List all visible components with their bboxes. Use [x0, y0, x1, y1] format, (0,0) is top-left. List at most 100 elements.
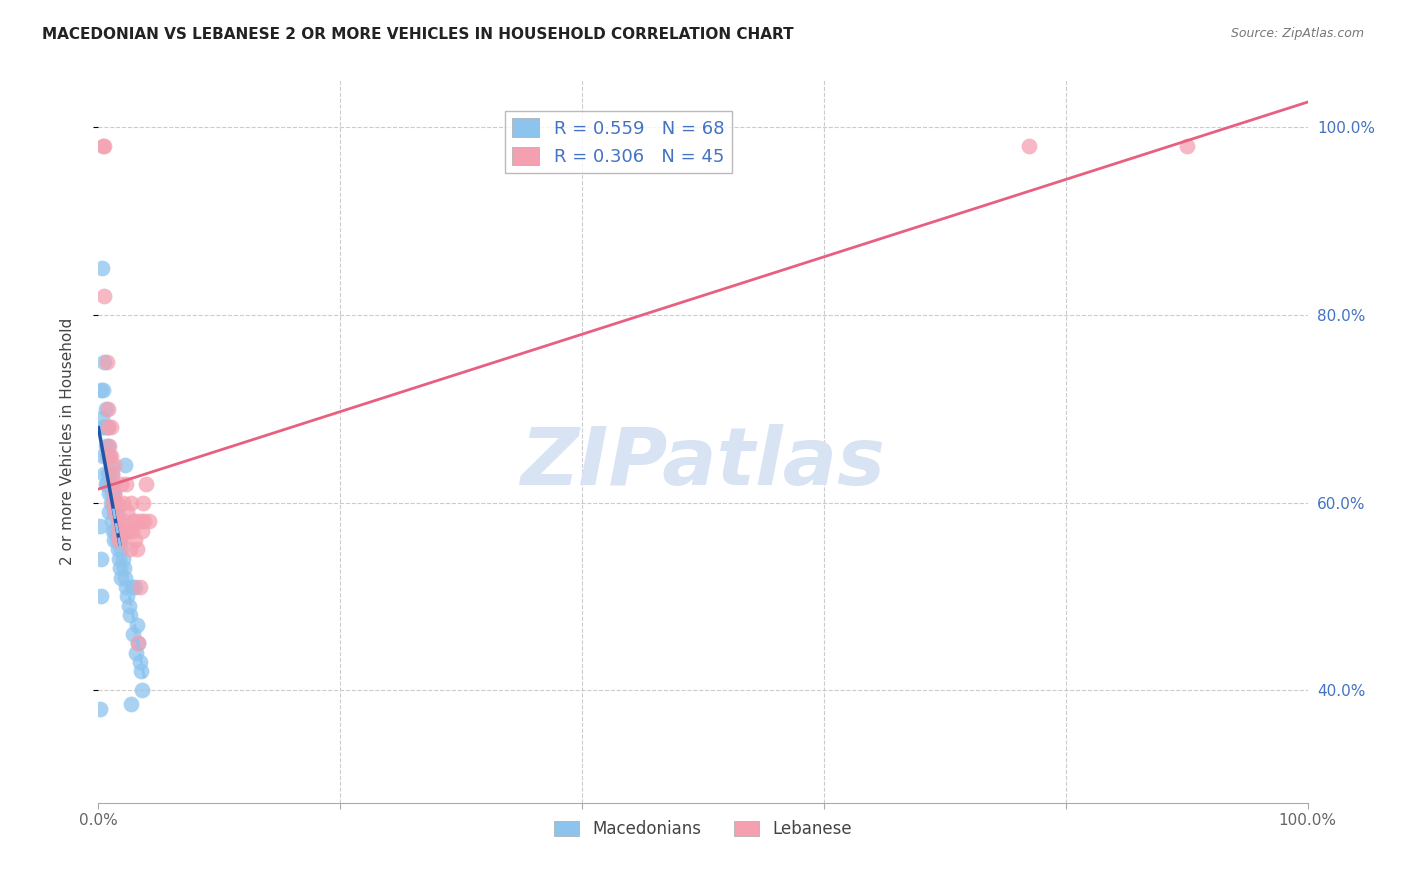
Point [90, 383, 112, 397]
Point [129, 665, 152, 679]
Point [125, 514, 148, 528]
Point [89, 702, 111, 716]
Text: ZIPatlas: ZIPatlas [520, 425, 886, 502]
Y-axis label: 2 or more Vehicles in Household: 2 or more Vehicles in Household [60, 318, 75, 566]
Point [90, 551, 112, 566]
Point [93, 139, 115, 153]
Point [110, 571, 132, 585]
Point [100, 495, 122, 509]
Point [91, 449, 114, 463]
Point [124, 533, 146, 547]
Point [124, 580, 146, 594]
Point [118, 524, 141, 538]
Point [103, 486, 125, 500]
Point [91, 411, 114, 425]
Point [112, 561, 135, 575]
Point [100, 449, 122, 463]
Point [96, 476, 118, 491]
Point [91, 139, 114, 153]
Point [1175, 139, 1198, 153]
Point [98, 467, 121, 482]
Point [110, 476, 132, 491]
Point [103, 486, 125, 500]
Point [131, 524, 153, 538]
Point [128, 655, 150, 669]
Point [118, 608, 141, 623]
Point [122, 627, 145, 641]
Point [121, 580, 143, 594]
Point [105, 495, 128, 509]
Point [94, 439, 117, 453]
Point [98, 439, 121, 453]
Text: Source: ZipAtlas.com: Source: ZipAtlas.com [1230, 27, 1364, 40]
Point [111, 551, 134, 566]
Point [97, 420, 120, 434]
Point [98, 505, 121, 519]
Point [108, 561, 131, 575]
Point [100, 467, 122, 482]
Point [104, 495, 127, 509]
Point [98, 486, 121, 500]
Point [134, 514, 156, 528]
Point [128, 580, 150, 594]
Point [103, 458, 125, 472]
Point [91, 420, 114, 434]
Point [96, 420, 118, 434]
Point [131, 683, 153, 698]
Point [93, 289, 115, 303]
Point [100, 458, 122, 472]
Point [108, 524, 131, 538]
Point [97, 467, 120, 482]
Point [112, 514, 135, 528]
Point [117, 505, 139, 519]
Point [94, 476, 117, 491]
Point [98, 449, 121, 463]
Point [101, 495, 124, 509]
Point [105, 505, 128, 519]
Point [115, 476, 138, 491]
Point [91, 260, 114, 275]
Point [103, 505, 125, 519]
Point [100, 486, 122, 500]
Point [117, 590, 139, 604]
Point [111, 495, 134, 509]
Text: MACEDONIAN VS LEBANESE 2 OR MORE VEHICLES IN HOUSEHOLD CORRELATION CHART: MACEDONIAN VS LEBANESE 2 OR MORE VEHICLE… [42, 27, 794, 42]
Point [127, 636, 149, 650]
Point [114, 571, 136, 585]
Point [104, 505, 127, 519]
Point [101, 495, 124, 509]
Point [110, 542, 132, 557]
Point [98, 449, 121, 463]
Point [100, 476, 122, 491]
Point [101, 524, 124, 538]
Point [1018, 139, 1040, 153]
Point [100, 467, 122, 482]
Point [118, 599, 141, 613]
Point [97, 439, 120, 453]
Point [138, 514, 160, 528]
Point [114, 524, 136, 538]
Point [97, 401, 120, 416]
Point [100, 420, 122, 434]
Point [104, 524, 127, 538]
Point [90, 590, 112, 604]
Point [89, 519, 111, 533]
Point [129, 514, 152, 528]
Point [115, 580, 138, 594]
Point [107, 514, 129, 528]
Point [93, 420, 115, 434]
Point [100, 476, 122, 491]
Point [108, 551, 131, 566]
Point [97, 420, 120, 434]
Point [108, 533, 131, 547]
Point [118, 542, 141, 557]
Point [120, 495, 142, 509]
Point [103, 533, 125, 547]
Point [125, 646, 148, 660]
Point [107, 542, 129, 557]
Point [127, 542, 149, 557]
Point [91, 383, 114, 397]
Point [93, 467, 115, 482]
Point [132, 495, 155, 509]
Point [127, 617, 149, 632]
